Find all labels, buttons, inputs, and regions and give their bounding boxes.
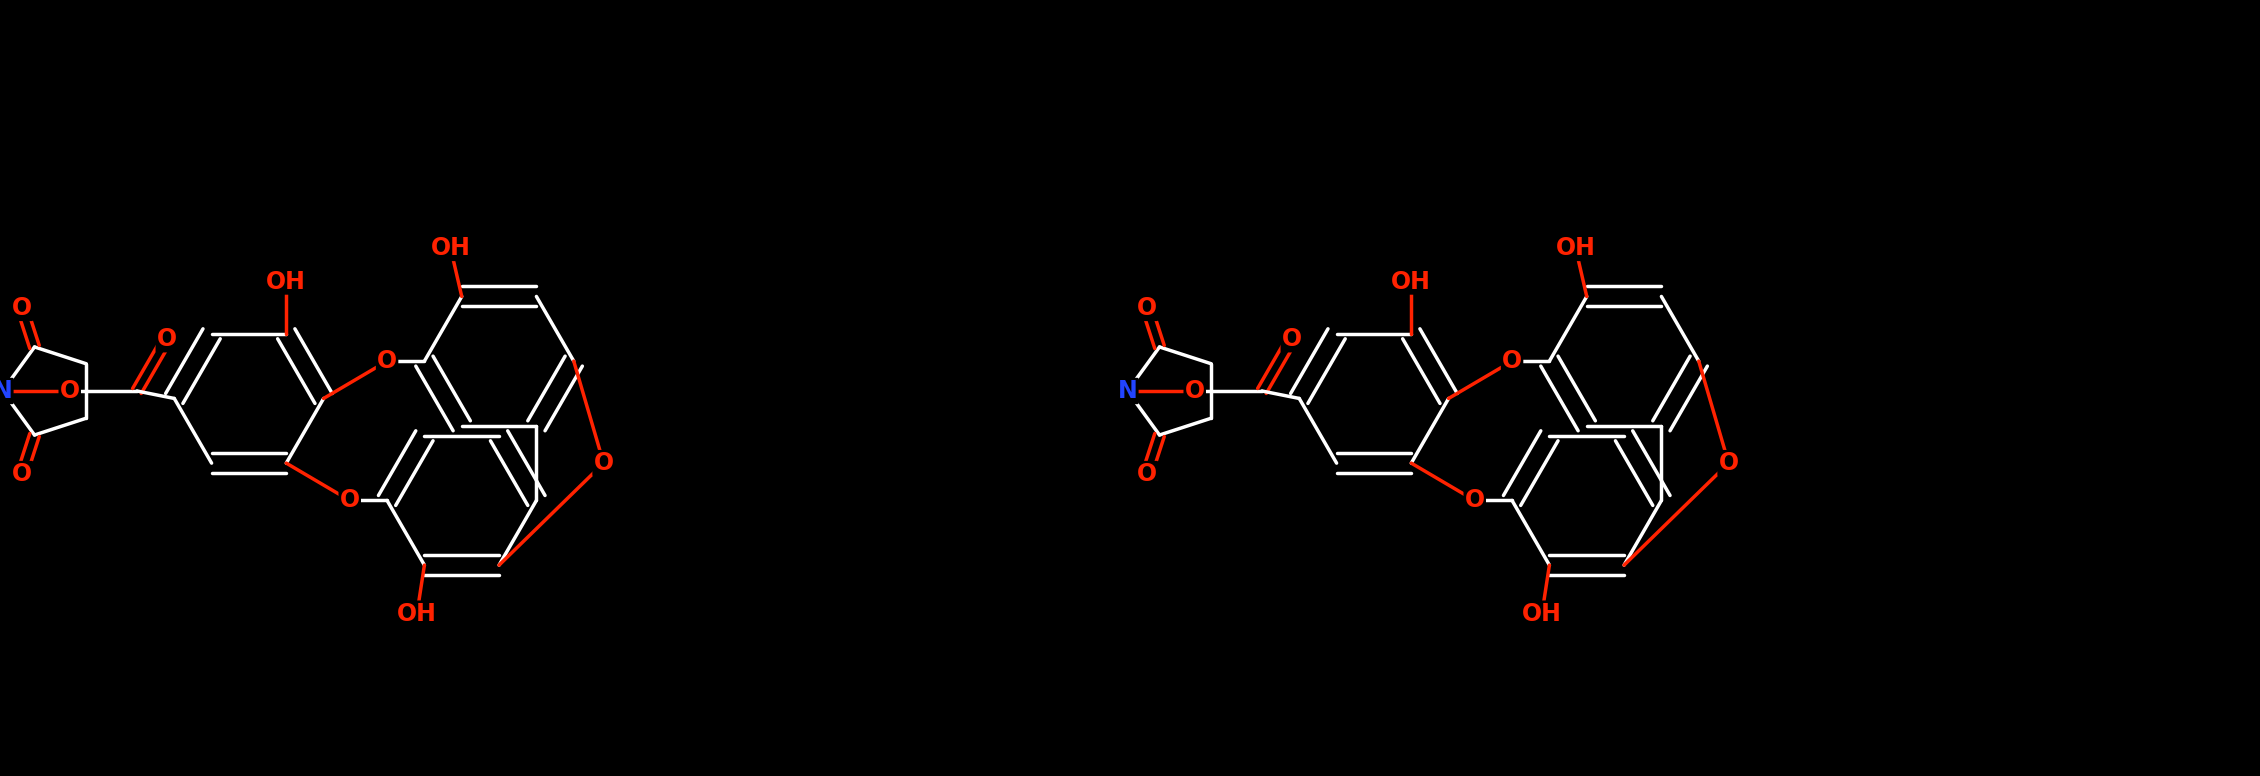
Text: O: O: [1184, 379, 1205, 403]
Text: N: N: [1119, 379, 1137, 403]
Text: O: O: [339, 488, 359, 512]
Text: OH: OH: [1521, 601, 1562, 625]
Text: OH: OH: [1392, 269, 1431, 293]
Text: O: O: [1137, 462, 1157, 486]
Text: O: O: [1464, 488, 1485, 512]
Text: O: O: [1137, 296, 1157, 320]
Text: O: O: [377, 349, 398, 373]
Text: OH: OH: [398, 601, 436, 625]
Text: O: O: [1281, 327, 1302, 352]
Text: O: O: [594, 451, 615, 475]
Text: O: O: [11, 462, 32, 486]
Text: O: O: [11, 296, 32, 320]
Text: O: O: [156, 327, 176, 352]
Text: O: O: [1718, 451, 1738, 475]
Text: N: N: [0, 379, 11, 403]
Text: O: O: [1503, 349, 1523, 373]
Text: OH: OH: [1555, 236, 1596, 260]
Text: OH: OH: [432, 236, 470, 260]
Text: OH: OH: [267, 269, 305, 293]
Text: O: O: [59, 379, 79, 403]
